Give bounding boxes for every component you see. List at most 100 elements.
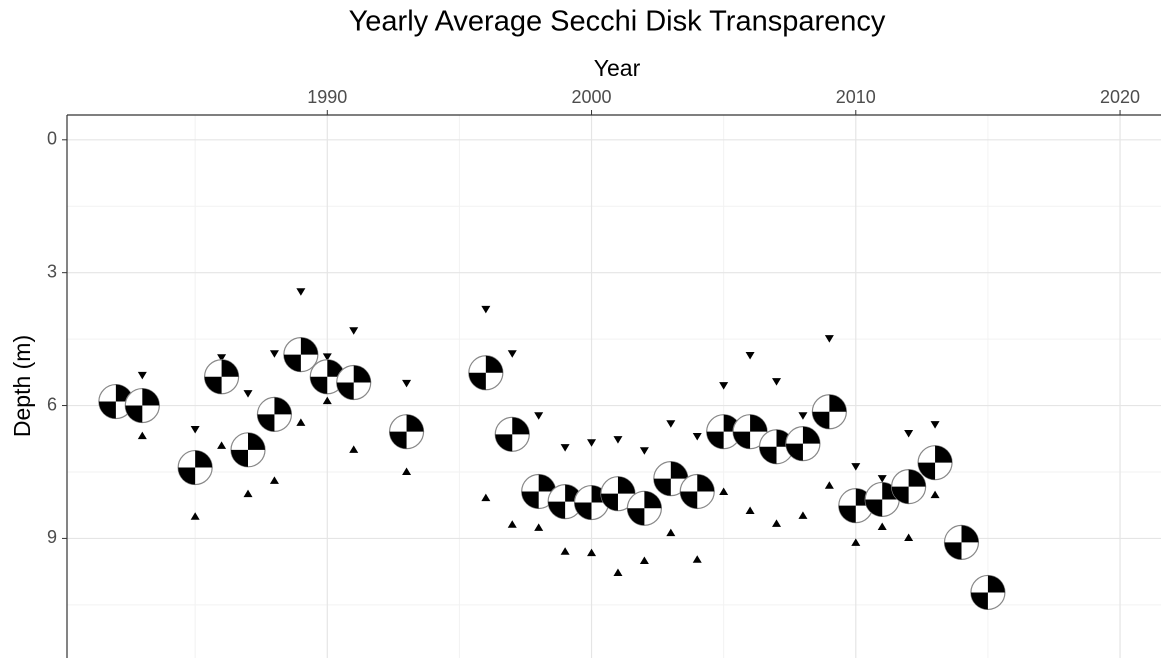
disk-quadrant [248,432,266,450]
y-tick-label: 9 [47,527,57,547]
x-axis-label: Year [594,55,641,81]
triangle-down [137,371,147,380]
triangle-down [745,351,755,360]
disk-quadrant [627,508,645,526]
x-tick-label: 2010 [836,87,876,107]
disk-quadrant [98,401,116,419]
secchi-disk [811,394,847,430]
disk-quadrant [521,491,539,509]
x-tick-label: 2000 [572,87,612,107]
secchi-disk [679,473,715,510]
disk-quadrant [680,491,698,509]
triangle-down [322,353,332,361]
disk-quadrant [257,414,275,432]
y-axis-label: Depth (m) [9,335,35,437]
disk-quadrant [221,359,239,377]
triangle-up [560,547,570,555]
triangle-up [243,489,253,498]
triangle-up [719,487,729,495]
triangle-down [877,475,887,483]
disk-quadrant [653,478,671,496]
triangle-down [772,378,782,386]
disk-quadrant [829,394,847,412]
triangle-down [560,444,570,452]
disk-quadrant [706,431,724,449]
triangle-up [137,431,147,440]
triangle-up [190,512,200,520]
disk-quadrant [283,354,301,372]
secchi-disk [838,488,874,524]
disk-quadrant [759,446,777,464]
secchi-disk [124,387,160,424]
secchi-disk [468,355,504,391]
secchi-disk [785,426,821,462]
disk-quadrant [538,474,556,492]
x-tick-label: 1990 [307,87,347,107]
disk-quadrant [644,491,662,509]
triangle-up [851,538,861,546]
disk-quadrant [617,476,635,494]
triangle-up [296,418,306,426]
triangle-up [745,506,755,515]
secchi-disk [203,359,240,395]
triangle-down [296,288,306,296]
triangle-down [851,463,861,471]
disk-quadrant [125,405,143,423]
disk-quadrant [935,445,953,463]
triangle-up [481,493,491,502]
triangle-up [269,476,279,484]
triangle-up [824,481,834,489]
disk-quadrant [670,461,688,479]
triangle-up [692,555,702,563]
triangle-up [217,441,227,449]
y-tick-label: 3 [47,261,57,281]
triangle-up [772,519,782,527]
triangle-up [587,548,597,557]
triangle-up [534,523,544,531]
triangle-down [666,420,676,428]
x-tick-label: 2020 [1100,87,1140,107]
triangle-down [269,350,279,358]
triangle-up [877,522,887,530]
triangle-up [798,511,808,519]
disk-quadrant [231,449,249,467]
disk-quadrant [204,376,222,394]
disk-quadrant [495,434,513,452]
secchi-disk [283,337,319,373]
disk-quadrant [733,431,751,449]
disk-quadrant [406,414,424,432]
triangle-down [217,354,227,362]
y-tick-label: 6 [47,394,57,414]
triangle-down [507,350,517,358]
triangle-down [639,447,649,455]
disk-quadrant [838,505,856,523]
triangle-down [930,421,940,429]
disk-quadrant [485,355,503,373]
disk-quadrant [600,493,618,511]
disk-quadrant [353,365,371,383]
secchi-disk [864,481,900,518]
disk-quadrant [750,414,768,432]
disk-quadrant [142,388,160,406]
y-tick-label: 0 [47,129,57,149]
secchi-disk [600,476,636,512]
triangle-down [719,382,729,390]
disk-quadrant [785,443,803,461]
triangle-down [904,429,914,438]
triangle-down [613,436,623,444]
secchi-disk [626,490,662,526]
secchi-disk [732,414,768,450]
disk-quadrant [908,469,926,487]
disk-quadrant [574,502,592,520]
triangle-up [930,490,940,499]
disk-quadrant [178,467,196,485]
triangle-up [402,467,412,476]
secchi-disk [336,364,372,401]
secchi-disk [891,468,927,505]
triangle-up [322,396,332,405]
triangle-down [587,439,597,447]
disk-quadrant [274,397,292,415]
triangle-down [481,305,491,314]
triangle-down [798,412,808,420]
disk-quadrant [865,499,883,517]
